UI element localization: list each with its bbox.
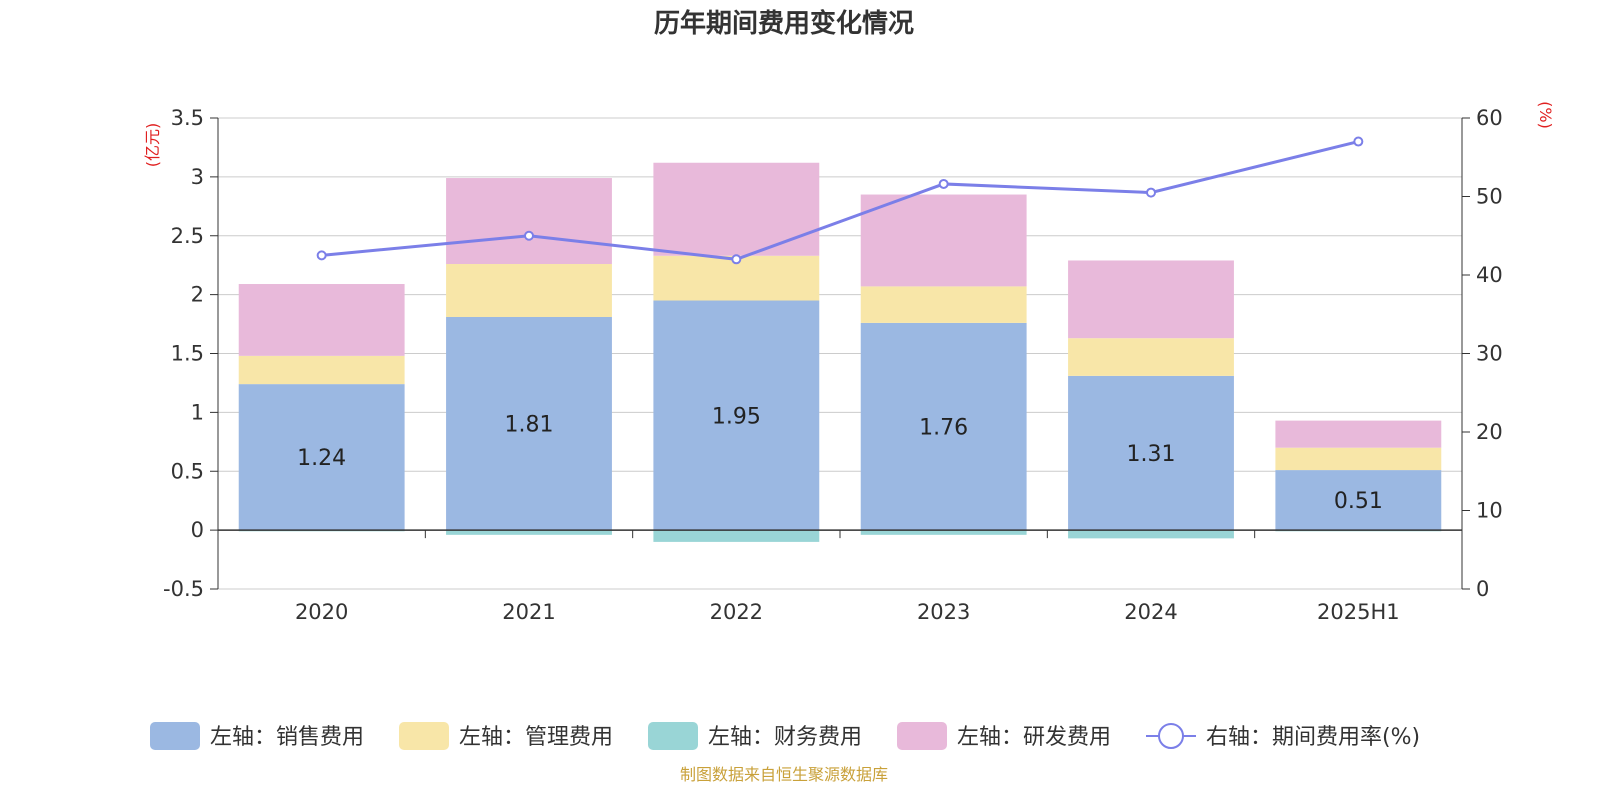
bar-segment: [860, 194, 1027, 287]
bar-segment: [1275, 470, 1442, 531]
right-tick-label: 30: [1476, 342, 1503, 366]
category-label: 2024: [1124, 600, 1177, 624]
legend-item: 左轴：销售费用: [150, 722, 364, 750]
bar-segment: [446, 264, 612, 317]
bar-segment: [860, 322, 1027, 531]
left-tick-label: 0: [191, 518, 204, 542]
bar-segment: [238, 284, 405, 356]
bar-value-label: 0.51: [1334, 489, 1383, 514]
bar-marks: [238, 162, 1442, 542]
legend: 左轴：销售费用 左轴：管理费用 左轴：财务费用 左轴：研发费用 右轴：期间费用率(%): [150, 722, 1420, 750]
bar-value-label: 1.31: [1127, 442, 1176, 467]
bar-segment: [1275, 447, 1442, 471]
rate-point: [524, 230, 534, 241]
category-label: 2021: [502, 600, 555, 624]
legend-swatch: [150, 722, 200, 750]
category-label: 2023: [917, 600, 970, 624]
left-axis-unit: (亿元): [143, 123, 162, 168]
legend-label: 左轴：研发费用: [957, 725, 1111, 750]
bar-segment: [446, 530, 612, 535]
bar-segment: [653, 162, 820, 256]
legend-label: 左轴：财务费用: [708, 725, 862, 750]
right-tick-label: 50: [1476, 185, 1503, 209]
left-tick-label: 1.5: [171, 342, 204, 366]
bar-segment: [653, 530, 820, 542]
bar-segment: [1068, 530, 1234, 539]
rate-point: [316, 250, 327, 261]
chart-title: 历年期间费用变化情况: [654, 8, 914, 39]
left-tick-label: 1: [191, 400, 204, 424]
left-tick-label: -0.5: [163, 577, 204, 601]
legend-marker: [1158, 723, 1184, 749]
category-label: 2020: [295, 600, 348, 624]
right-tick-label: 0: [1476, 577, 1489, 601]
bar-segment: [1068, 375, 1234, 531]
right-tick-label: 40: [1476, 263, 1503, 287]
bar-value-label: 1.81: [505, 413, 554, 438]
legend-item: 左轴：管理费用: [399, 722, 613, 750]
rate-point: [938, 178, 949, 189]
legend-item: 左轴：研发费用: [897, 722, 1111, 750]
right-tick-label: 60: [1476, 106, 1503, 130]
legend-item: 左轴：财务费用: [648, 722, 862, 750]
left-tick-label: 0.5: [171, 459, 204, 483]
legend-swatch: [399, 722, 449, 750]
legend-item: 右轴：期间费用率(%): [1146, 723, 1420, 750]
legend-swatch: [897, 722, 947, 750]
legend-label: 左轴：管理费用: [459, 725, 613, 750]
bar-segment: [1068, 260, 1234, 339]
bar-value-label: 1.95: [712, 404, 761, 429]
bar-segment: [860, 286, 1027, 323]
bar-segment: [860, 530, 1027, 535]
rate-point: [1353, 136, 1364, 147]
source-note: 制图数据来自恒生聚源数据库: [680, 765, 888, 784]
legend-label: 右轴：期间费用率(%): [1206, 725, 1420, 750]
rate-line-path: [321, 140, 1359, 261]
category-label: 2025H1: [1317, 600, 1400, 624]
right-tick-label: 10: [1476, 499, 1503, 523]
legend-swatch: [648, 722, 698, 750]
right-tick-label: 20: [1476, 420, 1503, 444]
rate-point: [731, 254, 742, 265]
rate-line: [316, 136, 1364, 265]
left-tick-label: 3.5: [171, 106, 204, 130]
bar-segment: [446, 178, 612, 265]
legend-label: 左轴：销售费用: [210, 725, 364, 750]
data-labels: 1.24 1.81 1.95 1.76 1.31 0.51: [297, 404, 1383, 514]
bar-segment: [238, 384, 405, 531]
bar-segment: [653, 300, 820, 531]
bar-segment: [1275, 420, 1442, 448]
bar-value-label: 1.76: [919, 416, 968, 441]
bar-segment: [238, 355, 405, 385]
left-tick-label: 2.5: [171, 224, 204, 248]
right-axis-unit: (%): [1536, 101, 1555, 129]
category-label: 2022: [710, 600, 763, 624]
bar-value-label: 1.24: [297, 446, 346, 471]
bar-segment: [1068, 338, 1234, 376]
left-tick-label: 2: [191, 283, 204, 307]
left-tick-label: 3: [191, 165, 204, 189]
rate-point: [1146, 187, 1156, 198]
bar-segment: [446, 316, 612, 531]
